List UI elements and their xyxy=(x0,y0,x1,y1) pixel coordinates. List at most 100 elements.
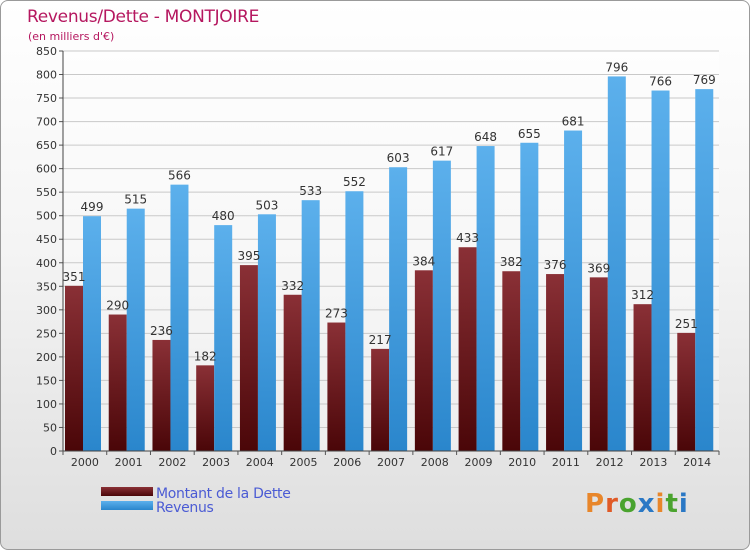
logo-letter: x xyxy=(637,489,656,519)
bar-revenue xyxy=(83,216,101,451)
data-label-debt: 369 xyxy=(587,261,610,275)
bar-debt xyxy=(65,285,83,451)
legend-swatch-revenue xyxy=(101,501,153,510)
data-label-revenue: 681 xyxy=(562,115,585,129)
data-label-debt: 182 xyxy=(194,349,217,363)
bar-revenue xyxy=(695,89,714,451)
y-tick-label: 700 xyxy=(36,116,57,129)
x-tick-label: 2010 xyxy=(508,456,536,469)
chart-title: Revenus/Dette - MONTJOIRE xyxy=(27,7,260,27)
bar-debt xyxy=(414,270,433,451)
x-tick-label: 2004 xyxy=(246,456,274,469)
y-tick-label: 100 xyxy=(36,398,57,411)
data-label-debt: 384 xyxy=(412,254,435,268)
proxiti-logo: Proxiti xyxy=(585,489,689,519)
data-label-revenue: 533 xyxy=(299,184,322,198)
x-tick-label: 2012 xyxy=(596,456,624,469)
bar-revenue xyxy=(564,130,583,451)
data-label-revenue: 552 xyxy=(343,175,366,189)
y-tick-label: 750 xyxy=(36,92,57,105)
bar-debt xyxy=(371,348,390,451)
bar-revenue xyxy=(170,184,189,451)
data-label-debt: 332 xyxy=(281,279,304,293)
chart-subtitle: (en milliers d'€) xyxy=(28,30,115,43)
x-tick-label: 2011 xyxy=(552,456,580,469)
data-label-debt: 290 xyxy=(106,299,129,313)
y-tick-label: 450 xyxy=(36,233,57,246)
data-label-revenue: 655 xyxy=(518,127,541,141)
legend-label-debt: Montant de la Dette xyxy=(156,486,291,502)
bar-revenue xyxy=(520,142,539,451)
x-tick-label: 2014 xyxy=(683,456,711,469)
bar-revenue xyxy=(257,214,276,451)
x-tick-label: 2001 xyxy=(115,456,143,469)
bar-revenue xyxy=(301,200,320,451)
x-tick-label: 2007 xyxy=(377,456,405,469)
bar-revenue xyxy=(607,76,626,451)
data-label-debt: 217 xyxy=(369,333,392,347)
data-label-revenue: 480 xyxy=(212,209,235,223)
data-label-debt: 376 xyxy=(544,258,567,272)
y-tick-label: 650 xyxy=(36,139,57,152)
x-tick-label: 2009 xyxy=(464,456,492,469)
x-tick-label: 2002 xyxy=(158,456,186,469)
y-tick-label: 200 xyxy=(36,351,57,364)
logo-letter: o xyxy=(618,489,638,519)
y-tick-label: 600 xyxy=(36,163,57,176)
y-tick-label: 550 xyxy=(36,186,57,199)
bar-debt xyxy=(327,322,346,451)
data-label-revenue: 769 xyxy=(693,73,716,87)
labels-layer: 351 499 290 515 236 566 182 480 395 503 332 533 273 5… xyxy=(63,60,716,363)
bar-debt xyxy=(152,339,171,451)
x-tick-label: 2008 xyxy=(421,456,449,469)
data-label-revenue: 617 xyxy=(430,145,453,159)
x-tick-label: 2000 xyxy=(71,456,99,469)
bar-debt xyxy=(589,277,608,451)
bar-debt xyxy=(502,271,521,451)
bar-debt xyxy=(239,265,258,451)
y-tick-label: 50 xyxy=(43,421,57,434)
bar-revenue xyxy=(651,90,670,451)
bars-layer xyxy=(65,76,714,451)
bar-revenue xyxy=(214,225,233,451)
bar-debt xyxy=(458,247,477,451)
data-label-debt: 433 xyxy=(456,231,479,245)
data-label-revenue: 499 xyxy=(81,200,104,214)
x-tick-label: 2005 xyxy=(290,456,318,469)
bar-debt xyxy=(283,294,302,451)
legend-label-revenue: Revenus xyxy=(156,500,214,516)
bar-revenue xyxy=(432,160,451,451)
logo-letter: P xyxy=(585,489,606,519)
data-label-debt: 351 xyxy=(63,270,86,284)
data-label-revenue: 796 xyxy=(605,60,628,74)
bar-revenue xyxy=(345,191,364,451)
logo-letter: i xyxy=(678,489,689,519)
y-tick-label: 150 xyxy=(36,374,57,387)
bar-revenue xyxy=(389,167,408,451)
data-label-debt: 382 xyxy=(500,255,523,269)
data-label-revenue: 648 xyxy=(474,130,497,144)
y-tick-label: 250 xyxy=(36,327,57,340)
y-tick-label: 500 xyxy=(36,210,57,223)
data-label-revenue: 503 xyxy=(255,198,278,212)
bar-debt xyxy=(546,274,565,451)
data-label-debt: 236 xyxy=(150,324,173,338)
bar-revenue xyxy=(476,146,495,451)
data-label-debt: 273 xyxy=(325,307,348,321)
y-tick-label: 300 xyxy=(36,304,57,317)
y-tick-label: 0 xyxy=(50,445,57,458)
data-label-revenue: 515 xyxy=(124,193,147,207)
bar-revenue xyxy=(126,208,145,451)
x-tick-label: 2013 xyxy=(639,456,667,469)
data-label-revenue: 766 xyxy=(649,75,672,89)
data-label-revenue: 566 xyxy=(168,169,191,183)
x-tick-label: 2006 xyxy=(333,456,361,469)
bar-debt xyxy=(108,314,127,451)
logo-letter: r xyxy=(605,489,619,519)
logo-letter: t xyxy=(665,489,679,519)
data-label-debt: 312 xyxy=(631,288,654,302)
y-tick-label: 850 xyxy=(36,45,57,58)
bar-debt xyxy=(677,332,696,451)
